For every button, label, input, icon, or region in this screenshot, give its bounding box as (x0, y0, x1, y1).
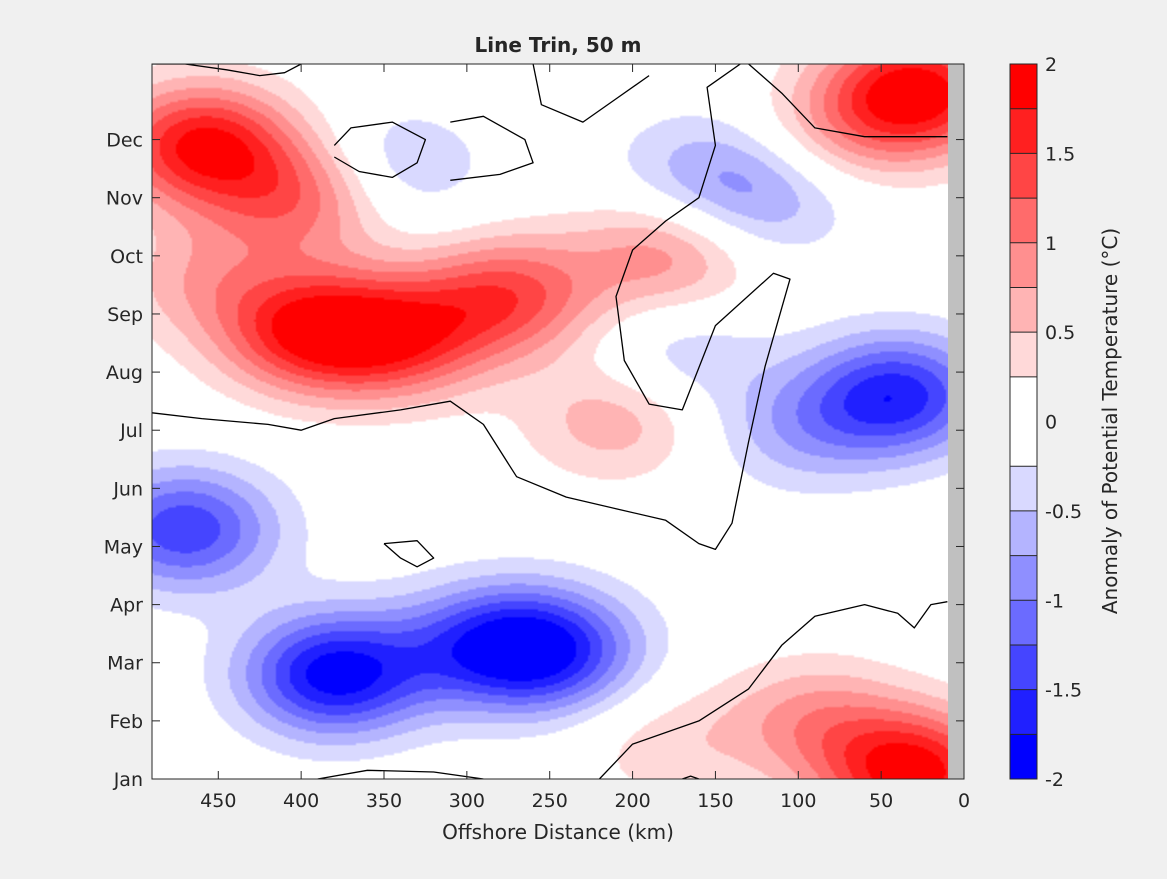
colorbar-segment (1010, 108, 1037, 154)
x-tick-label: 250 (532, 790, 568, 812)
y-tick-label: Sep (107, 304, 143, 326)
colorbar-tick-label: -2 (1045, 769, 1064, 791)
y-tick-label: May (104, 536, 143, 558)
zero-contour-line (682, 775, 700, 779)
colorbar-label: Anomaly of Potential Temperature (°C) (1098, 228, 1122, 614)
colorbar-segment (1010, 287, 1037, 333)
colorbar-segment (1010, 510, 1037, 556)
y-tick-label: Mar (107, 653, 143, 675)
colorbar-segment (1010, 555, 1037, 601)
y-tick-label: Feb (109, 711, 143, 733)
colorbar-segment (1010, 64, 1037, 109)
colorbar-segment (1010, 198, 1037, 243)
zero-contours (152, 64, 948, 779)
x-tick-label: 0 (958, 790, 970, 812)
colorbar-tick-label: -1.5 (1045, 680, 1082, 702)
y-tick-label: Dec (106, 130, 143, 152)
no-data-strip (948, 64, 964, 779)
colorbar-tick-label: -1 (1045, 590, 1064, 612)
colorbar-segment (1010, 734, 1037, 779)
colorbar: 2 1.5 1 0.5 0 -0.5 -1 -1.5 -2 (1009, 54, 1082, 791)
colorbar-tick-label: -0.5 (1045, 501, 1082, 523)
chart-title: Line Trin, 50 m (475, 33, 642, 57)
zero-contour-line (450, 115, 534, 181)
y-tick-label: Jun (112, 478, 143, 500)
y-tick-label: Jul (119, 420, 143, 442)
y-tick-label: Oct (110, 246, 143, 268)
zero-contour-line (598, 601, 948, 779)
y-tick-label: Nov (106, 188, 143, 210)
x-axis-label: Offshore Distance (km) (442, 820, 674, 844)
x-tick-label: 450 (200, 790, 236, 812)
zero-contour-line (532, 64, 650, 123)
x-tick-label: 100 (780, 790, 816, 812)
zero-contour-line (317, 769, 484, 779)
zero-contour-line (152, 64, 302, 77)
plot-axes-box (151, 63, 965, 780)
y-tick-label: Aug (106, 362, 143, 384)
colorbar-tick-label: 1 (1045, 233, 1057, 255)
anomaly-field (152, 64, 948, 779)
colorbar-segment (1010, 466, 1037, 511)
x-tick-label: 350 (366, 790, 402, 812)
x-tick-label: 150 (697, 790, 733, 812)
colorbar-frame (1009, 63, 1038, 780)
y-axis: Jan Feb Mar Apr May Jun Jul Aug Sep Oct Nov Dec (104, 130, 964, 791)
x-axis: 450 400 350 300 250 200 150 100 50 0 (200, 64, 970, 812)
zero-contour-line (333, 121, 427, 179)
x-tick-label: 200 (614, 790, 650, 812)
colorbar-segment (1010, 689, 1037, 735)
x-tick-label: 50 (869, 790, 893, 812)
colorbar-tick-label: 1.5 (1045, 143, 1075, 165)
y-tick-label: Apr (110, 595, 143, 617)
x-tick-label: 400 (283, 790, 319, 812)
colorbar-tick-label: 0.5 (1045, 322, 1075, 344)
colorbar-segment (1010, 376, 1037, 467)
zero-contour-line (152, 64, 791, 551)
colorbar-tick-label: 0 (1045, 412, 1057, 434)
colorbar-segment (1010, 332, 1037, 377)
colorbar-segment (1010, 153, 1037, 199)
colorbar-tick-label: 2 (1045, 54, 1057, 76)
zero-contour-line (383, 540, 435, 568)
x-tick-label: 300 (449, 790, 485, 812)
colorbar-segment (1010, 644, 1037, 690)
y-tick-label: Jan (113, 769, 143, 791)
colorbar-segment (1010, 600, 1037, 645)
colorbar-segment (1010, 242, 1037, 288)
zero-contour-line (748, 64, 948, 138)
